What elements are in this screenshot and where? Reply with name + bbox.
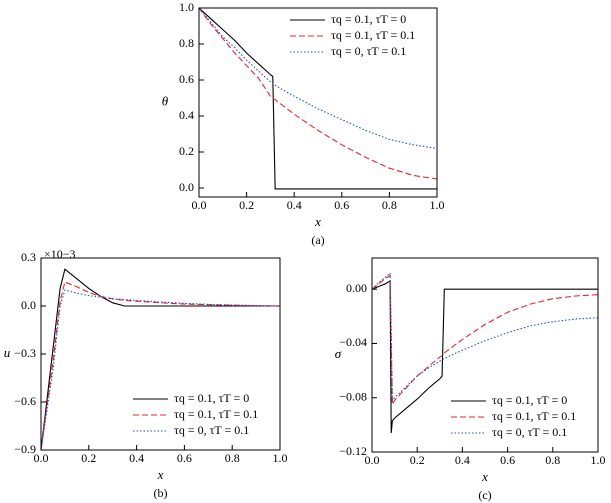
caption: (a) — [311, 233, 324, 247]
y-tick-label: 0.00 — [346, 281, 367, 295]
legend-label: τq = 0.1, τT = 0 — [331, 12, 406, 26]
x-tick-label: 0.2 — [410, 453, 425, 467]
plot-frame — [40, 257, 281, 451]
x-tick-label: 0.2 — [81, 451, 96, 465]
data-line — [198, 7, 438, 180]
plot-frame — [371, 257, 599, 453]
plot-frame — [198, 7, 438, 198]
data-line — [40, 268, 280, 451]
x-tick-label: 1.0 — [430, 198, 445, 212]
y-tick-label: 0.0 — [21, 298, 36, 312]
data-line — [198, 7, 437, 190]
legend-label: τq = 0.1, τT = 0 — [174, 391, 249, 405]
x-tick-label: 1.0 — [273, 451, 288, 465]
x-axis-label: x — [314, 214, 321, 229]
legend-label: τq = 0, τT = 0.1 — [174, 423, 249, 437]
x-axis-label: x — [481, 469, 488, 484]
legend-label: τq = 0.1, τT = 0.1 — [492, 409, 576, 423]
caption: (c) — [478, 488, 491, 502]
data-line — [371, 271, 599, 402]
y-tick-label: 0.4 — [179, 108, 194, 122]
x-tick-label: 0.0 — [192, 198, 207, 212]
x-tick-label: 0.8 — [225, 451, 240, 465]
y-tick-label: −0.6 — [14, 394, 36, 408]
y-tick-label: 0.2 — [179, 144, 194, 158]
y-tick-label: 0.8 — [179, 36, 194, 50]
legend-label: τq = 0, τT = 0.1 — [331, 44, 406, 58]
y-tick-label: 0.0 — [179, 180, 194, 194]
x-tick-label: 0.6 — [177, 451, 192, 465]
data-line — [371, 274, 599, 407]
y-axis-label: σ — [335, 346, 342, 361]
legend-label: τq = 0, τT = 0.1 — [492, 425, 567, 439]
x-tick-label: 0.6 — [334, 198, 349, 212]
y-tick-label: −0.12 — [339, 444, 367, 458]
x-tick-label: 0.6 — [500, 453, 515, 467]
y-tick-label: 0.6 — [179, 72, 194, 86]
x-tick-label: 0.4 — [287, 198, 302, 212]
y-axis-label: θ — [162, 93, 169, 108]
y-tick-label: −0.08 — [339, 389, 367, 403]
caption: (b) — [154, 486, 168, 500]
x-tick-label: 0.8 — [545, 453, 560, 467]
y-axis-label: u — [4, 345, 11, 360]
x-tick-label: 0.2 — [239, 198, 254, 212]
data-line — [40, 289, 281, 451]
y-tick-label: 1.0 — [179, 0, 194, 14]
x-axis-label: x — [157, 467, 164, 482]
x-tick-label: 0.4 — [455, 453, 470, 467]
legend-label: τq = 0.1, τT = 0 — [492, 393, 567, 407]
y-tick-label: −0.04 — [339, 335, 367, 349]
legend-label: τq = 0.1, τT = 0.1 — [331, 28, 415, 42]
x-tick-label: 0.0 — [34, 451, 49, 465]
legend-label: τq = 0.1, τT = 0.1 — [174, 407, 258, 421]
x-tick-label: 0.4 — [129, 451, 144, 465]
x-tick-label: 0.0 — [365, 453, 380, 467]
x-tick-label: 1.0 — [591, 453, 606, 467]
y-tick-label: −0.3 — [14, 346, 36, 360]
y-tick-label: −0.9 — [14, 442, 36, 456]
axis-multiplier: ×10−3 — [44, 247, 76, 261]
y-tick-label: 0.3 — [21, 250, 36, 264]
x-tick-label: 0.8 — [382, 198, 397, 212]
data-line — [371, 280, 598, 434]
